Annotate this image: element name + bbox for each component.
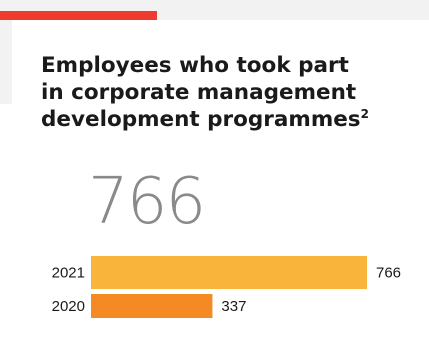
bar-2021 (91, 256, 367, 289)
category-label-2021: 2021 (52, 265, 85, 282)
chart-title-line-1: Employees who took part (41, 53, 349, 78)
category-label-2020: 2020 (52, 298, 85, 315)
chart-card (12, 20, 429, 345)
bar-2020 (91, 294, 213, 318)
chart-title-line-3: development programmes (41, 107, 361, 132)
footnote-marker: 2 (360, 106, 369, 121)
chart-title-line-2: in corporate management (41, 80, 357, 105)
value-label-2021: 766 (376, 265, 401, 282)
highlight-number: 766 (88, 165, 206, 239)
accent-bar (0, 11, 157, 20)
chart-title: Employees who took part in corporate man… (41, 52, 371, 133)
value-label-2020: 337 (221, 298, 246, 315)
